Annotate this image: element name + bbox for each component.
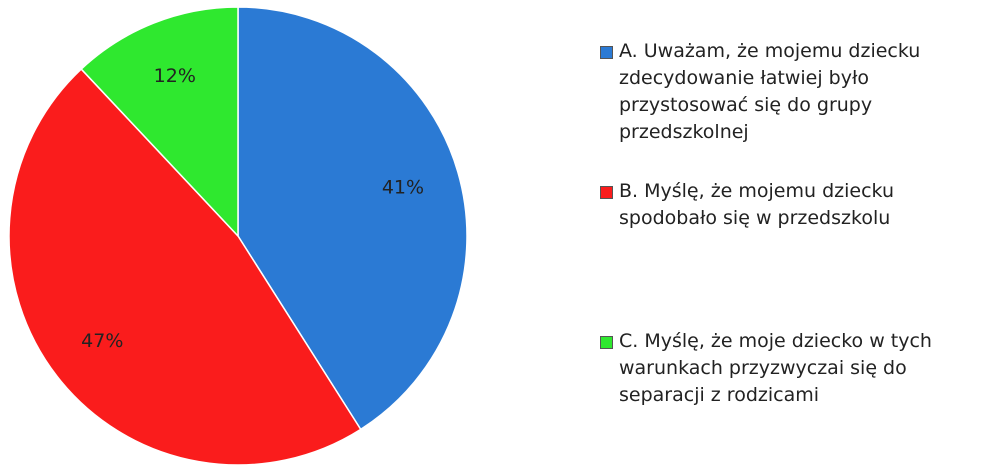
pie-slice	[8, 68, 362, 466]
chart: 41% 47% 12%	[8, 6, 468, 466]
pie-slice	[80, 6, 239, 238]
pie-slice	[237, 6, 468, 431]
legend-swatch	[600, 186, 613, 199]
data-label: 41%	[382, 177, 424, 199]
legend-label: C. Myślę, że moje dziecko w tych warunka…	[619, 330, 932, 406]
legend-label: B. Myślę, że mojemu dziecku spodobało si…	[619, 180, 894, 229]
legend-swatch	[600, 336, 613, 349]
legend-item: A. Uważam, że mojemu dziecku zdecydowani…	[600, 38, 990, 146]
data-label: 47%	[81, 330, 123, 352]
legend-item: B. Myślę, że mojemu dziecku spodobało si…	[600, 178, 990, 232]
legend-item: C. Myślę, że moje dziecko w tych warunka…	[600, 328, 990, 409]
data-label: 12%	[154, 65, 196, 87]
legend-swatch	[600, 46, 613, 59]
legend-label: A. Uważam, że mojemu dziecku zdecydowani…	[619, 40, 921, 143]
